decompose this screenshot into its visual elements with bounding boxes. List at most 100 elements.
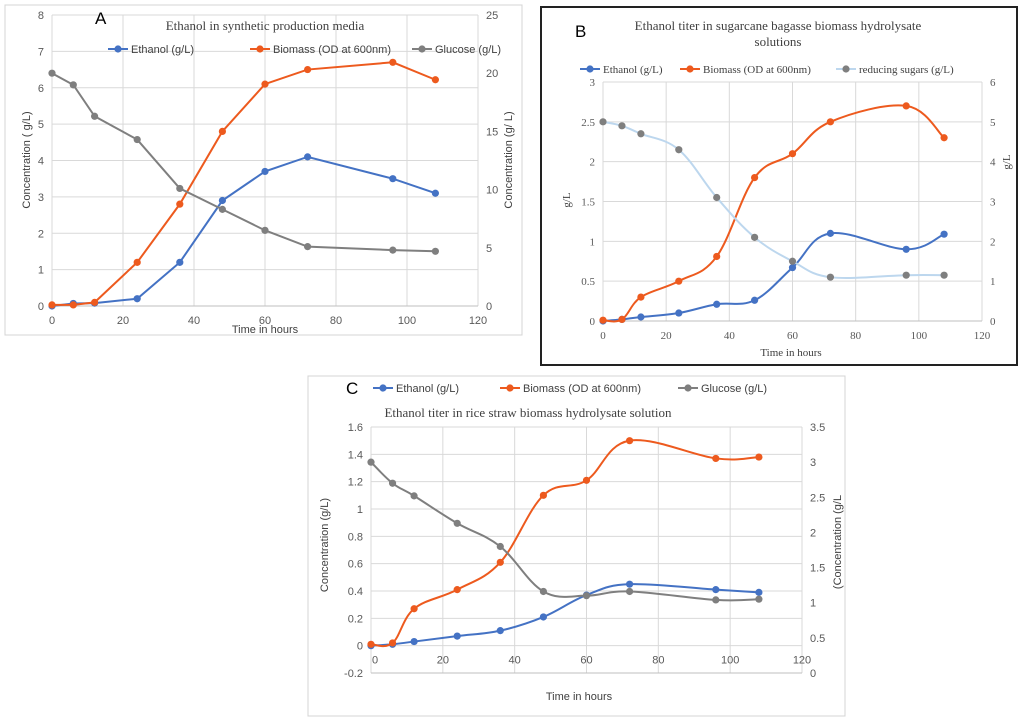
- data-point: [367, 458, 375, 466]
- y-axis-label: g/L: [561, 192, 573, 208]
- data-point: [940, 271, 948, 279]
- x-tick-label: 60: [787, 330, 799, 342]
- data-point: [826, 229, 835, 237]
- y2-tick-label: 25: [486, 10, 498, 22]
- series-line: [602, 104, 945, 323]
- y-tick-label: 1.6: [348, 422, 363, 434]
- series-1: Biomass (OD at 600nm): [599, 64, 948, 324]
- data-point: [261, 167, 269, 176]
- series-line: [370, 461, 759, 602]
- data-point: [751, 233, 759, 241]
- data-point: [496, 542, 504, 551]
- panel-label: C: [346, 379, 358, 398]
- y2-tick-label: 1: [810, 598, 816, 610]
- legend-swatch-marker: [256, 45, 264, 53]
- legend-swatch-marker: [379, 384, 387, 392]
- data-point: [626, 587, 634, 596]
- series-line: [51, 72, 436, 253]
- data-point: [712, 454, 720, 463]
- y-tick-label: 0: [590, 316, 596, 328]
- legend-label: Ethanol (g/L): [396, 383, 459, 395]
- y-tick-label: 3: [38, 192, 44, 204]
- x-tick-label: 40: [188, 315, 200, 327]
- legend-swatch-marker: [114, 45, 122, 53]
- data-point: [431, 247, 439, 255]
- panel-label: A: [95, 9, 107, 28]
- data-point: [599, 118, 607, 126]
- y-tick-label: 0: [357, 641, 363, 653]
- x-axis-label: Time in hours: [546, 691, 613, 703]
- legend-swatch-marker: [686, 65, 694, 73]
- panel-frame: [540, 6, 1018, 366]
- data-point: [788, 257, 797, 265]
- x-tick-label: 0: [49, 315, 55, 327]
- series-line: [602, 232, 945, 322]
- data-point: [788, 150, 797, 158]
- panel-label: B: [575, 22, 586, 41]
- x-tick-label: 0: [372, 655, 378, 667]
- y2-tick-label: 0: [990, 316, 996, 328]
- data-point: [261, 80, 269, 88]
- data-point: [755, 595, 763, 603]
- y-tick-label: 0.8: [348, 531, 363, 543]
- data-point: [304, 243, 312, 251]
- data-point: [304, 65, 312, 74]
- x-axis-label: Time in hours: [760, 347, 821, 359]
- y-tick-label: 0.5: [581, 276, 595, 288]
- data-point: [582, 476, 591, 484]
- chart-title: Ethanol in synthetic production media: [166, 18, 365, 33]
- data-point: [496, 558, 504, 566]
- legend-swatch-marker: [506, 384, 514, 392]
- y2-tick-label: 3: [990, 197, 996, 209]
- y2-tick-label: 0: [486, 301, 492, 313]
- data-point: [410, 605, 418, 613]
- y-tick-label: -0.2: [344, 668, 363, 680]
- data-point: [388, 639, 397, 647]
- data-point: [599, 316, 607, 324]
- x-tick-label: 100: [398, 315, 416, 327]
- x-tick-label: 60: [580, 655, 592, 667]
- y2-tick-label: 1.5: [810, 563, 825, 575]
- x-tick-label: 120: [793, 655, 811, 667]
- data-point: [388, 479, 397, 487]
- chart-title: Ethanol titer in rice straw biomass hydr…: [384, 405, 672, 420]
- y2-tick-label: 20: [486, 68, 498, 80]
- data-point: [675, 146, 683, 154]
- data-point: [431, 189, 439, 197]
- data-point: [637, 313, 645, 321]
- y-tick-label: 1: [357, 504, 363, 516]
- y2-tick-label: 0: [810, 668, 816, 680]
- data-point: [496, 627, 504, 635]
- data-point: [304, 153, 312, 161]
- data-point: [389, 175, 397, 183]
- data-point: [751, 296, 759, 304]
- data-point: [826, 273, 835, 281]
- data-point: [176, 200, 184, 208]
- chart-title-line2: solutions: [755, 34, 802, 49]
- x-tick-label: 120: [974, 330, 991, 342]
- data-point: [902, 102, 910, 110]
- data-point: [675, 277, 683, 285]
- data-point: [675, 309, 683, 317]
- x-tick-label: 40: [724, 330, 736, 342]
- y2-tick-label: 5: [990, 117, 996, 129]
- data-point: [453, 519, 461, 527]
- x-tick-label: 80: [652, 655, 664, 667]
- x-tick-label: 60: [259, 315, 271, 327]
- series-2: reducing sugars (g/L): [599, 64, 954, 281]
- x-tick-label: 20: [661, 330, 673, 342]
- chart-panel-c: -0.200.20.40.60.811.21.41.60 20 40 60 80 100 1…: [307, 375, 846, 717]
- data-point: [539, 491, 548, 499]
- data-point: [410, 492, 418, 500]
- x-tick-label: 100: [911, 330, 928, 342]
- data-point: [367, 640, 375, 648]
- series-line: [52, 61, 436, 306]
- x-tick-label: 40: [509, 655, 521, 667]
- legend-label: Ethanol (g/L): [131, 44, 194, 56]
- data-point: [712, 596, 720, 604]
- data-point: [69, 301, 77, 309]
- x-axis-label: Time in hours: [232, 324, 299, 336]
- y2-tick-label: 15: [486, 126, 498, 138]
- data-point: [713, 300, 721, 308]
- chart-panel-b: 0 0.5 1 1.5 2 2.5 3 0 20 40 60 80 100 120 0 1 2 3 4 5 6 B Etha…: [540, 6, 1018, 366]
